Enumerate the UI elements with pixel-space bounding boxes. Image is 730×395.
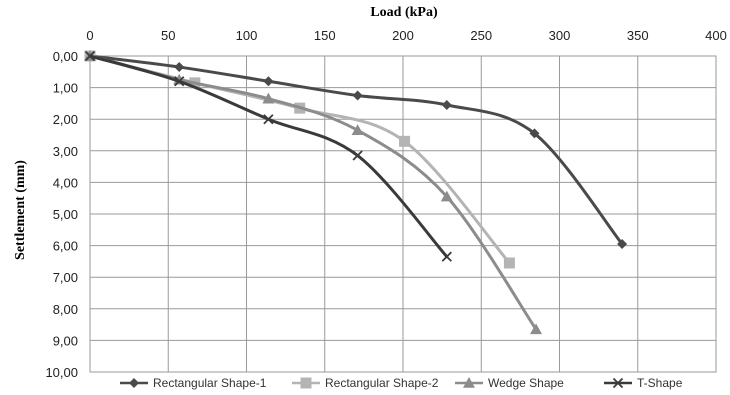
data-point-triangle — [351, 124, 364, 136]
series-1 — [84, 50, 515, 269]
data-point-x — [84, 50, 96, 62]
data-point-diamond — [529, 128, 540, 139]
data-point-triangle — [262, 92, 275, 104]
data-point-x — [441, 251, 452, 262]
y-tick-label: 4,00 — [53, 175, 78, 190]
data-point-x — [352, 150, 363, 161]
series-line — [88, 54, 624, 246]
x-axis-title: Load (kPa) — [370, 5, 438, 20]
x-tick-label: 350 — [627, 28, 649, 43]
x-tick-label: 300 — [549, 28, 571, 43]
legend-item: Wedge Shape — [455, 376, 564, 390]
legend-marker — [300, 377, 312, 389]
series-3 — [84, 50, 452, 262]
series-0 — [85, 51, 628, 250]
y-tick-label: 0,00 — [53, 49, 78, 64]
series-layer — [84, 50, 628, 335]
y-tick-label: 8,00 — [53, 302, 78, 317]
legend-item: T-Shape — [604, 376, 683, 390]
y-tick-label: 9,00 — [53, 333, 78, 348]
y-axis-ticks: 0,00 1,00 2,00 3,00 4,00 5,00 6,00 7,00 8,00 9,00… — [45, 49, 78, 380]
data-point-square — [503, 257, 515, 269]
legend-marker — [129, 378, 139, 388]
series-line — [88, 54, 538, 331]
data-point-triangle — [440, 190, 453, 202]
series-2 — [84, 50, 543, 335]
legend: Rectangular Shape-1 Rectangular Shape-2 We… — [120, 376, 683, 390]
data-point-x — [263, 114, 274, 125]
data-point-x — [174, 76, 185, 87]
legend-item: Rectangular Shape-2 — [292, 376, 439, 390]
y-tick-label: 3,00 — [53, 144, 78, 159]
legend-marker — [612, 377, 624, 389]
y-tick-label: 6,00 — [53, 239, 78, 254]
y-tick-label: 1,00 — [53, 81, 78, 96]
y-tick-label: 2,00 — [53, 112, 78, 127]
y-axis-title: Settlement (mm) — [13, 160, 28, 260]
legend-label: Rectangular Shape-1 — [153, 376, 267, 390]
y-tick-label: 10,00 — [45, 365, 78, 380]
y-tick-label: 7,00 — [53, 270, 78, 285]
x-axis-ticks: 0 50 100 150 200 250 300 350 400 — [86, 28, 726, 43]
data-point-diamond — [617, 239, 628, 250]
legend-marker — [463, 377, 475, 388]
legend-label: Rectangular Shape-2 — [325, 376, 439, 390]
x-tick-label: 400 — [705, 28, 727, 43]
legend-item: Rectangular Shape-1 — [120, 376, 267, 390]
data-point-diamond — [352, 90, 363, 101]
legend-label: Wedge Shape — [488, 376, 564, 390]
x-tick-label: 50 — [161, 28, 175, 43]
x-tick-label: 100 — [236, 28, 258, 43]
legend-label: T-Shape — [637, 376, 683, 390]
y-tick-label: 5,00 — [53, 207, 78, 222]
x-tick-label: 250 — [470, 28, 492, 43]
data-point-diamond — [263, 76, 274, 87]
grid — [89, 55, 717, 373]
data-point-triangle — [530, 323, 543, 335]
x-tick-label: 0 — [86, 28, 93, 43]
data-point-diamond — [441, 99, 452, 110]
x-tick-label: 200 — [392, 28, 414, 43]
x-tick-label: 150 — [314, 28, 336, 43]
data-point-diamond — [174, 62, 185, 73]
data-point-square — [399, 135, 411, 147]
